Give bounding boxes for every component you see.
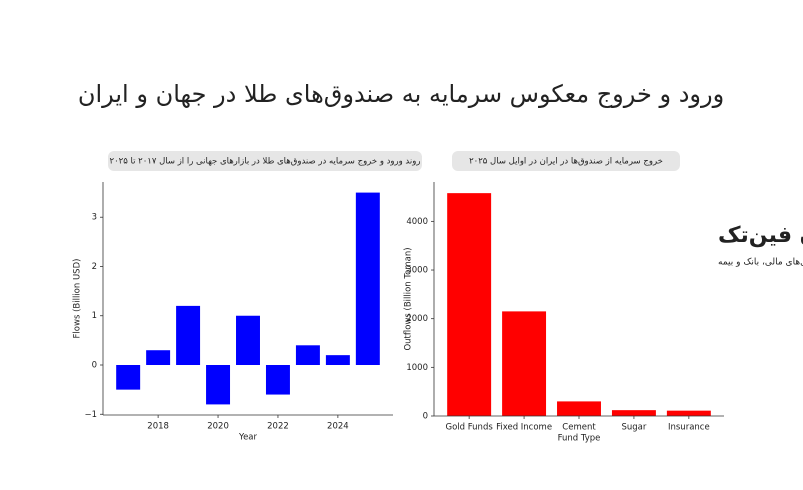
bar [265,365,290,395]
y-tick-label: 1 [92,311,97,321]
y-tick-label: 2000 [406,314,428,324]
x-tick-label: Sugar [621,423,646,433]
subtitle-pill [452,151,680,171]
watermark-brand: ایران فین‌تک [718,223,803,248]
bar [666,410,711,416]
bar [295,345,320,366]
y-tick-label: 4000 [406,217,428,227]
bar [447,193,492,416]
y-tick-label: −1 [84,410,97,420]
bar [146,350,171,366]
y-tick-label: 2 [92,262,97,272]
x-tick-label: 2024 [327,422,349,432]
bar [176,305,201,366]
bar [557,401,601,416]
bar [325,355,350,366]
x-axis-label: Year [238,433,258,443]
y-tick-label: 0 [423,412,428,422]
x-tick-label: 2020 [207,422,229,432]
y-axis-label: Flows (Billion USD) [73,259,83,339]
bar [355,192,380,366]
x-axis-label: Fund Type [558,434,601,444]
page-title: ورود و خروج معکوس سرمایه به صندوق‌های طل… [78,80,724,108]
y-tick-label: 0 [92,361,97,371]
x-tick-label: Insurance [668,423,710,433]
chart-subtitle: روند ورود و خروج سرمایه در صندوق‌های طلا… [110,157,421,167]
x-tick-label: Gold Funds [446,423,494,433]
bar [116,365,141,390]
y-tick-label: 3 [92,213,97,223]
y-tick-label: 1000 [406,363,428,373]
x-tick-label: Cement [562,423,596,433]
bar [611,410,656,416]
subtitle-pill [108,151,422,171]
watermark-tagline: رسانه فناوری‌های مالی، بانک و بیمه [718,258,803,268]
y-axis-label: Outflows (Billion Toman) [404,247,414,350]
bar [236,315,260,366]
x-tick-label: Fixed Income [496,423,552,433]
x-tick-label: 2022 [267,422,289,432]
y-tick-label: 3000 [406,266,428,276]
bar [502,311,547,416]
chart-subtitle: خروج سرمایه از صندوق‌ها در ایران در اوای… [469,157,663,167]
x-tick-label: 2018 [147,422,169,432]
bar [206,365,231,405]
